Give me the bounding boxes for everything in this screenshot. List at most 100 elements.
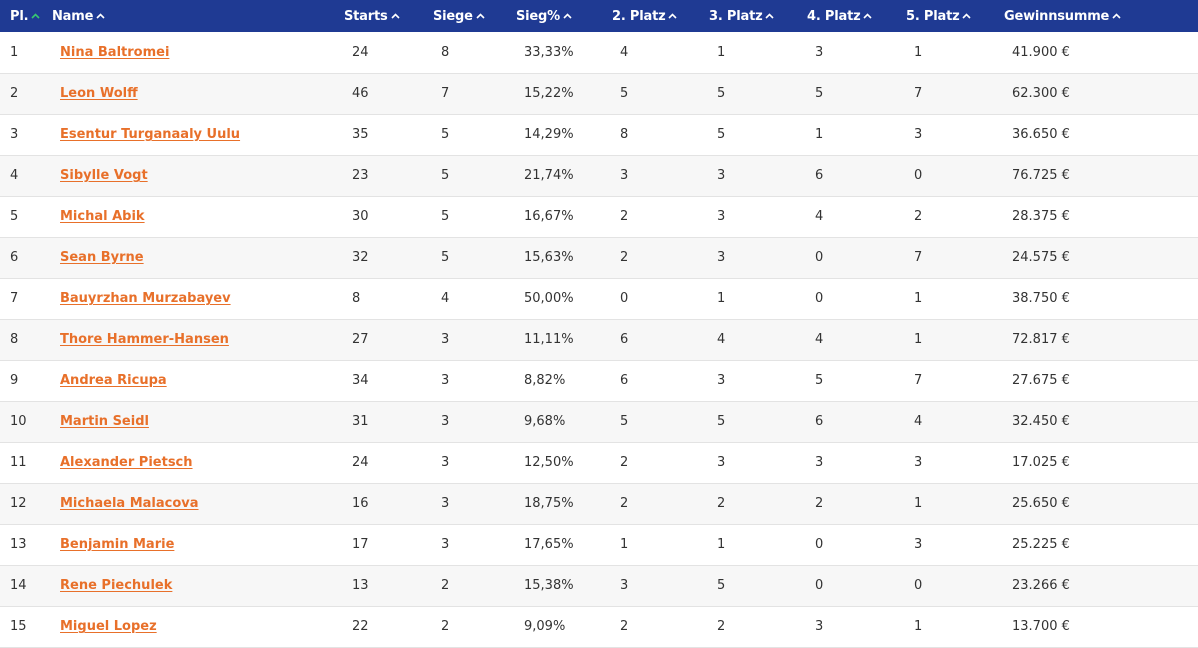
cell-value: 36.650 € — [1012, 127, 1070, 142]
cell-value: 5 — [815, 86, 824, 101]
cell-value: 5 — [815, 373, 824, 388]
cell-name: Michal Abik — [52, 196, 344, 237]
column-header-p5[interactable]: 5. Platz — [906, 0, 1004, 32]
jockey-name-link[interactable]: Miguel Lopez — [60, 619, 157, 634]
table-row: 11 Alexander Pietsch 24 3 12,50% 2 3 3 3 17.025 € — [0, 442, 1198, 483]
cell-name: Nina Baltromei — [52, 32, 344, 73]
jockey-name-link[interactable]: Alexander Pietsch — [60, 455, 193, 470]
cell-siege: 5 — [433, 114, 516, 155]
cell-pct: 8,82% — [516, 360, 612, 401]
cell-p5: 3 — [906, 442, 1004, 483]
column-header-pl[interactable]: Pl. — [0, 0, 52, 32]
cell-value: 2 — [717, 619, 726, 634]
cell-value: 32 — [352, 250, 369, 265]
jockey-name-link[interactable]: Nina Baltromei — [60, 44, 170, 60]
cell-sum: 25.225 € — [1004, 524, 1198, 565]
column-header-label: Sieg% — [516, 8, 560, 24]
cell-p4: 1 — [807, 114, 906, 155]
jockey-name-link[interactable]: Martin Seidl — [60, 414, 149, 429]
cell-starts: 22 — [344, 606, 433, 647]
column-header-pct[interactable]: Sieg% — [516, 0, 612, 32]
cell-value: 3 — [441, 455, 450, 470]
cell-value: 13.700 € — [1012, 619, 1070, 634]
column-header-name[interactable]: Name — [52, 0, 344, 32]
cell-value: 3 — [717, 373, 726, 388]
cell-p5: 1 — [906, 606, 1004, 647]
cell-siege: 3 — [433, 401, 516, 442]
cell-pct: 17,65% — [516, 524, 612, 565]
cell-value: 1 — [620, 537, 629, 552]
cell-siege: 5 — [433, 196, 516, 237]
cell-value: 35 — [352, 127, 369, 142]
cell-p2: 3 — [612, 155, 709, 196]
cell-pl: 8 — [10, 332, 19, 347]
cell-value: 41.900 € — [1012, 44, 1070, 60]
jockey-name-link[interactable]: Sibylle Vogt — [60, 168, 148, 183]
cell-sum: 32.450 € — [1004, 401, 1198, 442]
cell-pct: 12,50% — [516, 442, 612, 483]
cell-p5: 1 — [906, 278, 1004, 319]
chevron-up-icon[interactable] — [962, 11, 972, 22]
chevron-up-icon[interactable] — [563, 11, 572, 22]
cell-p2: 0 — [612, 278, 709, 319]
cell-value: 21,74% — [524, 168, 574, 183]
cell-value: 34 — [352, 373, 369, 388]
cell-sum: 28.375 € — [1004, 196, 1198, 237]
cell-sum: 38.750 € — [1004, 278, 1198, 319]
cell-p5: 2 — [906, 196, 1004, 237]
chevron-up-icon[interactable] — [765, 11, 775, 22]
cell-value: 3 — [620, 578, 629, 593]
jockey-name-link[interactable]: Leon Wolff — [60, 86, 138, 101]
chevron-up-icon[interactable] — [863, 11, 873, 22]
cell-p3: 3 — [709, 360, 807, 401]
jockey-name-link[interactable]: Bauyrzhan Murzabayev — [60, 291, 231, 306]
cell-value: 5 — [441, 209, 450, 224]
jockey-name-link[interactable]: Andrea Ricupa — [60, 373, 167, 388]
column-header-p2[interactable]: 2. Platz — [612, 0, 709, 32]
chevron-up-icon[interactable] — [390, 11, 400, 22]
cell-value: 1 — [914, 291, 923, 306]
column-header-p3[interactable]: 3. Platz — [709, 0, 807, 32]
cell-pct: 11,11% — [516, 319, 612, 360]
jockey-name-link[interactable]: Michaela Malacova — [60, 496, 199, 511]
chevron-up-icon[interactable] — [668, 11, 678, 22]
chevron-up-icon[interactable] — [476, 11, 485, 22]
cell-sum: 23.266 € — [1004, 565, 1198, 606]
table-header-row: Pl. Name Starts Siege Sieg% 2. Platz 3. Platz 4… — [0, 0, 1198, 32]
cell-value: 23 — [352, 168, 369, 183]
cell-p2: 5 — [612, 73, 709, 114]
jockey-name-link[interactable]: Rene Piechulek — [60, 578, 173, 593]
cell-sum: 27.675 € — [1004, 360, 1198, 401]
jockey-name-link[interactable]: Michal Abik — [60, 209, 145, 224]
cell-pl: 9 — [10, 373, 19, 388]
column-header-siege[interactable]: Siege — [433, 0, 516, 32]
cell-value: 5 — [620, 86, 629, 101]
jockey-name-link[interactable]: Esentur Turganaaly Uulu — [60, 127, 241, 142]
cell-value: 1 — [717, 537, 726, 552]
cell-starts: 46 — [344, 73, 433, 114]
cell-sum: 13.700 € — [1004, 606, 1198, 647]
cell-value: 3 — [441, 537, 450, 552]
cell-value: 32.450 € — [1012, 414, 1070, 429]
chevron-up-icon[interactable] — [1112, 11, 1121, 22]
cell-value: 5 — [717, 127, 726, 142]
cell-value: 1 — [914, 44, 923, 60]
jockey-name-link[interactable]: Thore Hammer-Hansen — [60, 332, 229, 347]
cell-p2: 4 — [612, 32, 709, 73]
column-header-sum[interactable]: Gewinnsumme — [1004, 0, 1198, 32]
cell-name: Leon Wolff — [52, 73, 344, 114]
cell-name: Sibylle Vogt — [52, 155, 344, 196]
column-header-label: 4. Platz — [807, 8, 861, 24]
table-row: 5 Michal Abik 30 5 16,67% 2 3 4 2 28.375 € — [0, 196, 1198, 237]
column-header-starts[interactable]: Starts — [344, 0, 433, 32]
chevron-up-icon[interactable] — [31, 11, 40, 22]
column-header-p4[interactable]: 4. Platz — [807, 0, 906, 32]
cell-value: 3 — [441, 496, 450, 511]
jockey-name-link[interactable]: Benjamin Marie — [60, 537, 175, 552]
cell-pct: 50,00% — [516, 278, 612, 319]
cell-value: 4 — [815, 209, 824, 224]
jockey-name-link[interactable]: Sean Byrne — [60, 250, 144, 265]
cell-value: 4 — [717, 332, 726, 347]
cell-value: 27 — [352, 332, 369, 347]
chevron-up-icon[interactable] — [96, 11, 105, 22]
